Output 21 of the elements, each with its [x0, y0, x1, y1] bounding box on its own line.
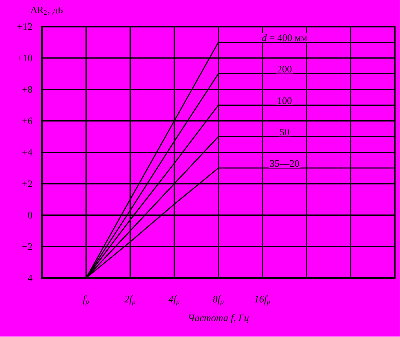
x-axis-title: Частота f, Гц — [189, 314, 249, 324]
series-label: 50 — [280, 129, 290, 136]
y-tick-label: −2 — [22, 244, 32, 250]
series-label: d = 400 мм — [262, 34, 308, 42]
x-tick-label: 16f$_{р}$ — [254, 296, 270, 306]
x-tick-label: 8f$_{р}$ — [213, 296, 224, 306]
series-label: 200 — [278, 66, 292, 73]
y-tick-label: +8 — [22, 86, 32, 94]
series-label: 100 — [278, 98, 292, 104]
y-tick-label: +2 — [22, 180, 32, 188]
series-label: 35—20 — [270, 160, 300, 168]
y-axis-title: ΔR$_{2}$, дБ — [31, 7, 63, 16]
y-tick-label: +10 — [18, 54, 32, 62]
y-tick-label: +4 — [22, 149, 33, 156]
y-tick-label: 0 — [28, 212, 32, 219]
x-tick-label: 2f$_{р}$ — [124, 296, 136, 306]
x-tick-label: f$_{р}$ — [83, 296, 89, 306]
x-tick-label: 4f$_{р}$ — [168, 296, 180, 306]
y-tick-label: +6 — [22, 118, 32, 124]
y-tick-label: +12 — [18, 24, 32, 30]
y-tick-label: −4 — [22, 275, 33, 282]
